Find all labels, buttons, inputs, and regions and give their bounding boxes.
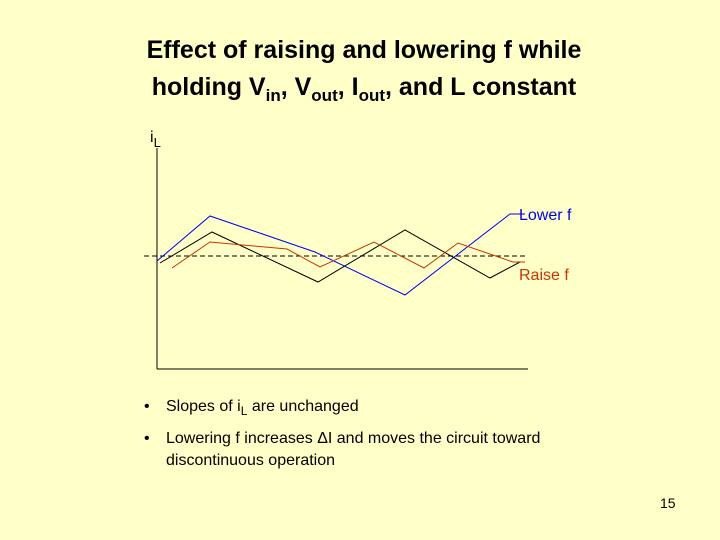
slide-title: Effect of raising and lowering f while h… bbox=[0, 32, 720, 106]
bullet-item: • Slopes of iL are unchanged bbox=[144, 398, 359, 418]
bullet-dot: • bbox=[144, 430, 150, 447]
raise-f-waveform bbox=[171, 241, 525, 269]
bullet-item: • Lowering f increases ΔI and moves the … bbox=[144, 430, 541, 469]
page-number: 15 bbox=[660, 495, 676, 511]
nominal-waveform bbox=[159, 229, 521, 283]
label-lower-f: Lower f bbox=[519, 207, 572, 224]
bullet-list: • Slopes of iL are unchanged • Lowering … bbox=[144, 396, 540, 482]
title-line-1: Effect of raising and lowering f while bbox=[146, 36, 582, 64]
axis-label-il: iL bbox=[150, 129, 161, 150]
label-raise-f: Raise f bbox=[519, 267, 569, 284]
title-line-2: holding Vin, Vout, Iout, and L constant bbox=[151, 73, 577, 105]
lower-f-waveform bbox=[156, 213, 525, 296]
bullet-dot: • bbox=[144, 398, 150, 415]
